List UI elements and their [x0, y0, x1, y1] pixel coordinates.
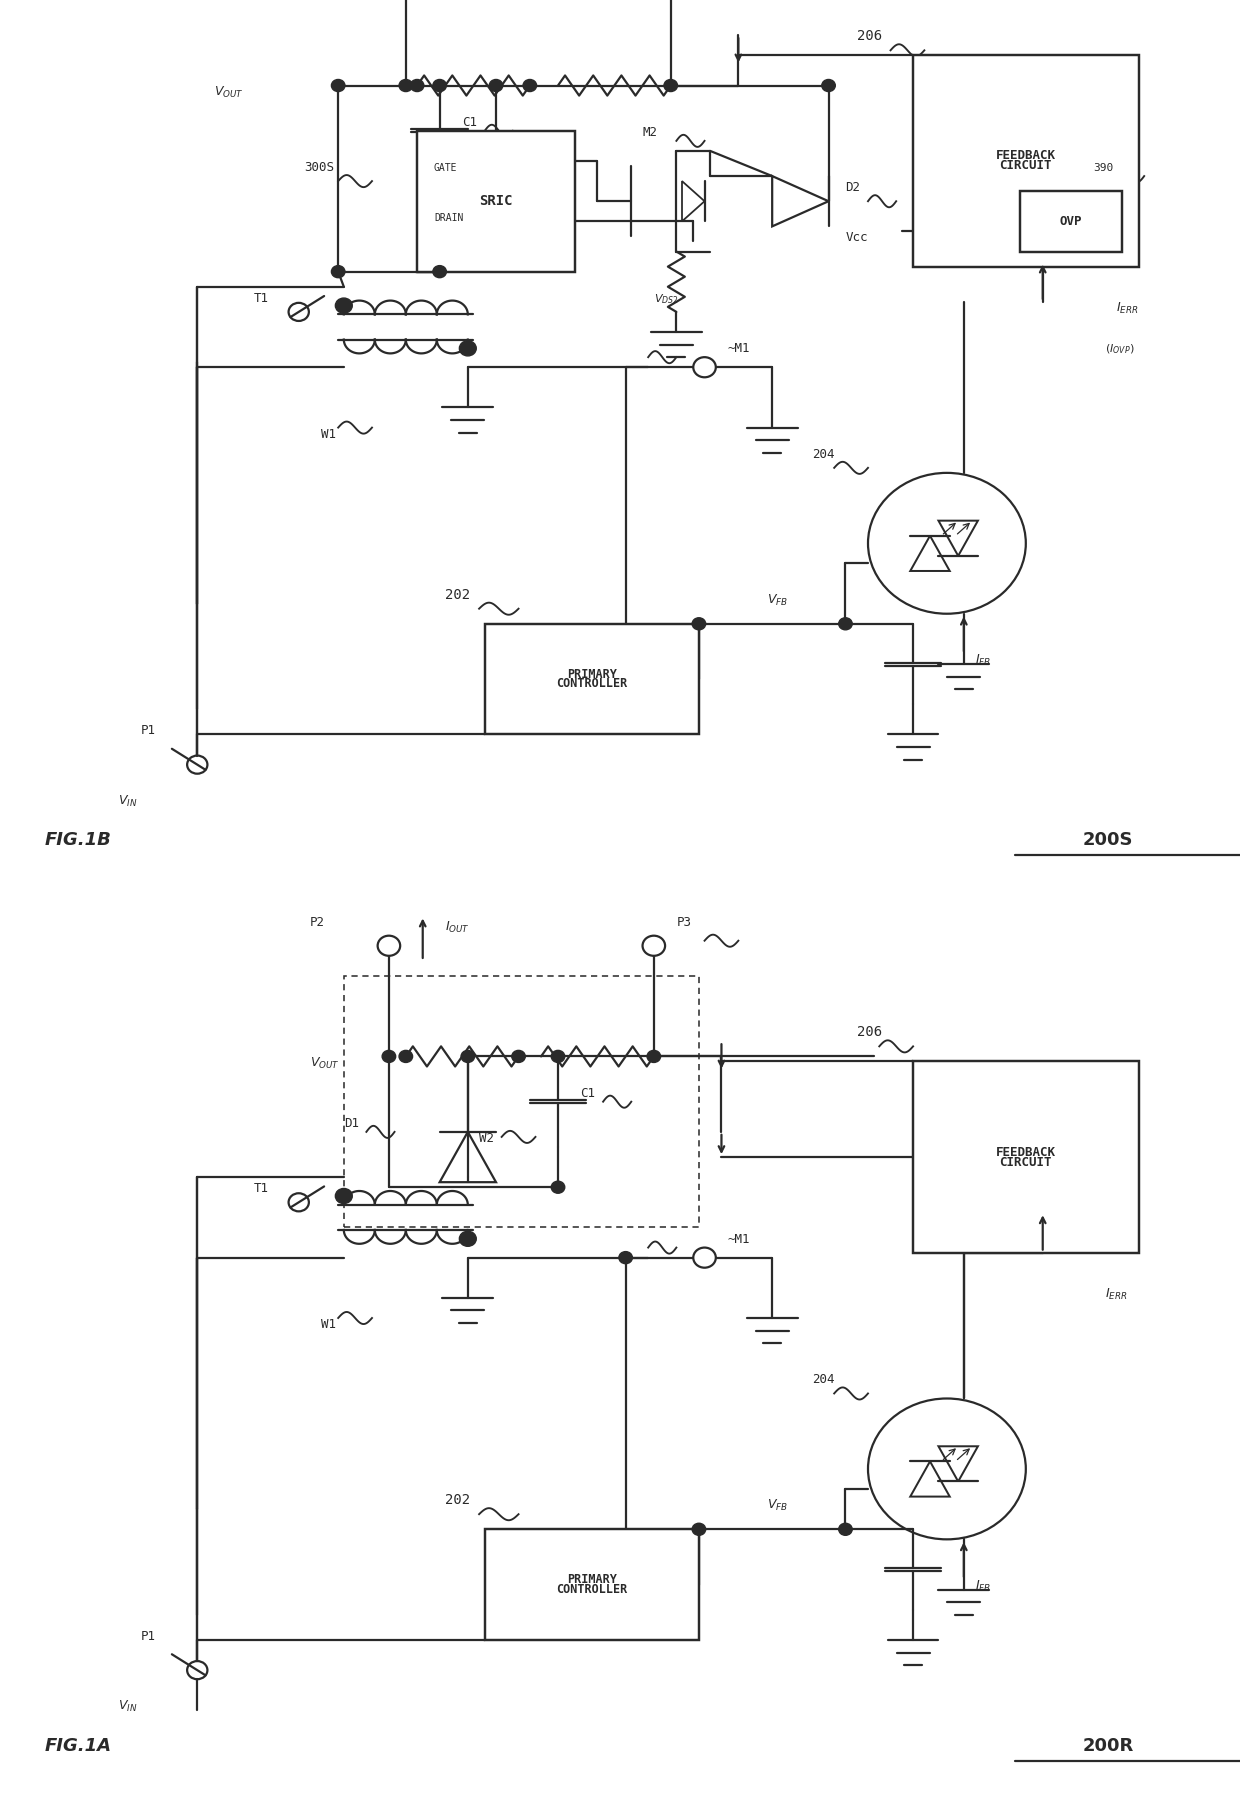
Text: W2: W2 [479, 1132, 494, 1145]
Circle shape [838, 1523, 852, 1536]
Bar [417, 130, 575, 272]
Text: 202: 202 [445, 587, 470, 601]
Text: $I_{ERR}$: $I_{ERR}$ [1116, 301, 1138, 315]
Circle shape [459, 1231, 476, 1246]
Text: 200R: 200R [1083, 1737, 1133, 1755]
Bar [913, 56, 1138, 266]
Circle shape [399, 80, 413, 92]
Text: CONTROLLER: CONTROLLER [557, 1583, 627, 1595]
Text: FIG.1B: FIG.1B [45, 831, 112, 849]
Circle shape [512, 1050, 526, 1063]
Bar [343, 976, 699, 1228]
Circle shape [552, 1050, 564, 1063]
Bar [485, 623, 699, 735]
Text: $V_{OUT}$: $V_{OUT}$ [215, 85, 244, 100]
Text: DRAIN: DRAIN [434, 214, 464, 223]
Circle shape [692, 618, 706, 630]
Text: SRIC: SRIC [479, 194, 513, 208]
Text: ~M1: ~M1 [727, 342, 750, 355]
Circle shape [331, 80, 345, 92]
Text: CIRCUIT: CIRCUIT [999, 1155, 1052, 1168]
Text: $(I_{OVP})$: $(I_{OVP})$ [1105, 342, 1135, 357]
Text: T1: T1 [254, 1183, 269, 1195]
Text: $I_{FB}$: $I_{FB}$ [975, 654, 991, 668]
Text: D1: D1 [343, 1117, 358, 1130]
Circle shape [663, 80, 677, 92]
Text: C1: C1 [463, 116, 477, 129]
Circle shape [838, 618, 852, 630]
Circle shape [461, 1050, 475, 1063]
Circle shape [433, 266, 446, 277]
Text: FIG.1A: FIG.1A [45, 1737, 112, 1755]
Text: $V_{OUT}$: $V_{OUT}$ [310, 1056, 340, 1070]
Text: 204: 204 [812, 447, 835, 460]
Circle shape [433, 80, 446, 92]
Text: OVP: OVP [1060, 216, 1083, 228]
Text: M2: M2 [642, 125, 657, 139]
Text: FEEDBACK: FEEDBACK [996, 150, 1055, 163]
Circle shape [552, 1181, 564, 1193]
Text: $V_{DS2}$: $V_{DS2}$ [653, 292, 678, 306]
Text: C1: C1 [580, 1087, 595, 1099]
Text: W1: W1 [321, 1318, 336, 1331]
Text: D2: D2 [846, 181, 861, 194]
Text: T1: T1 [254, 292, 269, 304]
Text: W2: W2 [479, 241, 494, 255]
Circle shape [410, 80, 424, 92]
Text: 390: 390 [1094, 163, 1114, 174]
Circle shape [331, 266, 345, 277]
Text: 206: 206 [857, 29, 882, 43]
Text: ~M1: ~M1 [727, 1233, 750, 1246]
Text: $I_{FB}$: $I_{FB}$ [975, 1579, 991, 1594]
Text: $V_{IN}$: $V_{IN}$ [118, 793, 138, 810]
Text: P1: P1 [141, 724, 156, 737]
Text: P2: P2 [310, 916, 325, 929]
Text: GATE: GATE [434, 163, 458, 174]
Text: $V_{IN}$: $V_{IN}$ [118, 1699, 138, 1715]
Text: Vcc: Vcc [846, 232, 868, 244]
Text: PRIMARY: PRIMARY [567, 1574, 616, 1586]
Bar [485, 1528, 699, 1641]
Text: $V_{FB}$: $V_{FB}$ [766, 592, 787, 608]
Text: 206: 206 [857, 1025, 882, 1040]
Text: $V_{FB}$: $V_{FB}$ [766, 1498, 787, 1514]
Text: 202: 202 [445, 1492, 470, 1507]
Bar [913, 1061, 1138, 1253]
Circle shape [692, 1523, 706, 1536]
Circle shape [459, 340, 476, 357]
Text: $I_{OUT}$: $I_{OUT}$ [445, 920, 470, 934]
Text: P3: P3 [676, 916, 692, 929]
Text: CIRCUIT: CIRCUIT [999, 159, 1052, 172]
Text: P1: P1 [141, 1630, 156, 1643]
Text: CONTROLLER: CONTROLLER [557, 677, 627, 690]
Text: FEEDBACK: FEEDBACK [996, 1146, 1055, 1159]
Circle shape [335, 1188, 352, 1204]
Circle shape [335, 299, 352, 313]
Circle shape [647, 1050, 661, 1063]
Circle shape [382, 1050, 396, 1063]
Circle shape [399, 1050, 413, 1063]
Circle shape [619, 1251, 632, 1264]
Text: PRIMARY: PRIMARY [567, 668, 616, 681]
Text: 200S: 200S [1083, 831, 1132, 849]
Text: $I_{ERR}$: $I_{ERR}$ [1105, 1288, 1127, 1302]
Text: 204: 204 [812, 1373, 835, 1387]
Circle shape [490, 80, 502, 92]
Circle shape [523, 80, 537, 92]
Bar [1021, 192, 1122, 252]
Text: 300S: 300S [304, 161, 335, 174]
Circle shape [822, 80, 836, 92]
Text: W1: W1 [321, 427, 336, 440]
